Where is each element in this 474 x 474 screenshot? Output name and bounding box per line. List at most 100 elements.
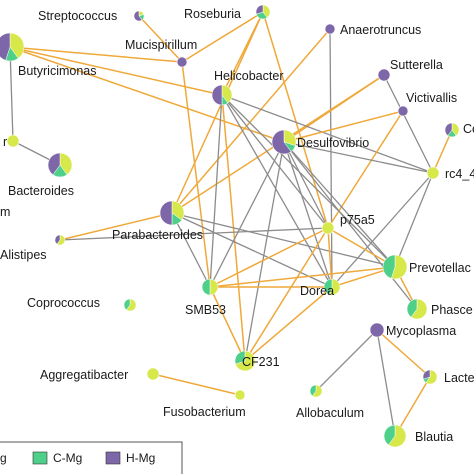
edge-helicobacter-smb53 — [209, 94, 223, 288]
edge-prevotella-smb53 — [209, 266, 396, 288]
pie-slice — [133, 10, 143, 22]
label-layer: Streptococcus Roseburia Anaerotruncus Butyr… — [0, 7, 474, 444]
node-coprococcus — [123, 298, 137, 312]
edge-helicobacter-prevotella — [221, 94, 396, 268]
pie-slice — [426, 166, 440, 180]
pie-slice — [59, 152, 73, 176]
edge-desulfovibrio-prevotella — [283, 141, 396, 268]
node-parabacteroides — [159, 200, 185, 226]
pie-slice — [422, 369, 431, 380]
edge-desulfovibrio-rc4-4 — [283, 141, 434, 174]
node-alistipes — [54, 234, 66, 246]
node-mycoplasma — [369, 322, 385, 338]
edge-desulfovibrio-cf231 — [244, 141, 285, 362]
edge-parabacteroides-dorea — [171, 212, 333, 288]
pie-slice — [271, 129, 292, 155]
pie-slice — [324, 23, 336, 35]
label-parabacteroides: Parabacteroides — [112, 228, 203, 242]
edge-helicobacter-dorea — [221, 94, 333, 288]
node-prevotella — [382, 254, 408, 280]
edge-mycoplasma-lactobacillus — [376, 329, 431, 378]
legend-swatch-h-mg — [105, 451, 121, 465]
pie-slice — [123, 298, 131, 311]
edge-p75a5-dorea — [327, 227, 333, 288]
node-fusobacterium — [234, 389, 246, 401]
edge-p75a5-cf231 — [244, 227, 329, 362]
pie-slice — [54, 234, 61, 245]
node-lactobacillus — [422, 369, 438, 385]
label-dorea: Dorea — [300, 284, 334, 298]
edge-parabacteroides-smb53 — [171, 212, 211, 288]
node-streptococcus — [133, 10, 145, 22]
edge-sutterella-rc4-4 — [383, 74, 434, 174]
edge-streptococcus-mucispirillum — [138, 15, 183, 63]
node-aggregatibacter — [146, 367, 160, 381]
edge-desulfovibrio-dorea — [283, 141, 333, 288]
edge-mycoplasma-allobaculum — [315, 329, 378, 392]
label-aggregatibacter: Aggregatibacter — [40, 368, 128, 382]
edge-helicobacter-p75a5 — [221, 94, 329, 229]
legend-label-c-mg: C-Mg — [53, 451, 82, 465]
pie-slice — [9, 32, 25, 59]
pie-slice — [388, 424, 407, 448]
node-roseburia — [255, 4, 271, 20]
edge-victivallis-p75a5 — [327, 110, 404, 229]
pie-slice — [234, 350, 246, 365]
pie-slice — [444, 122, 453, 137]
pie-slice — [321, 221, 335, 235]
legend: g C-Mg H-Mg — [0, 441, 183, 474]
pie-slice — [56, 234, 66, 246]
edge-roseburia-mucispirillum — [181, 11, 264, 63]
pie-slice — [126, 298, 137, 312]
edge-desulfovibrio-p75a5 — [283, 141, 329, 229]
node-anaerotruncus — [324, 23, 336, 35]
label-m-left: m — [0, 205, 10, 219]
edge-butyricimonas-helicobacter — [9, 46, 223, 96]
edge-parabacteroides-alistipes — [59, 212, 173, 241]
legend-box — [0, 441, 183, 474]
label-blautia: Blautia — [415, 430, 453, 444]
pie-slice — [309, 384, 317, 397]
label-r-left: r — [3, 135, 7, 149]
pie-slice — [146, 367, 160, 381]
label-fusobacterium: Fusobacterium — [163, 405, 246, 419]
pie-slice — [209, 278, 219, 296]
node-sutterella — [377, 68, 391, 82]
node-rc4-4 — [426, 166, 440, 180]
node-butyricimonas — [0, 32, 25, 62]
edge-anaerotruncus-dorea — [329, 28, 333, 288]
pie-slice — [0, 32, 11, 61]
label-p75a5: p75a5 — [340, 213, 375, 227]
edge-rc4-4-dorea — [331, 172, 434, 288]
edge-anaerotruncus-parabacteroides — [171, 28, 331, 214]
pie-slice — [406, 298, 418, 318]
label-helicobacter: Helicobacter — [214, 69, 283, 83]
edge-lactobacillus-blautia — [394, 376, 431, 437]
edge-victivallis-desulfovibrio — [283, 110, 404, 143]
edge-p75a5-prevotella — [327, 227, 396, 268]
edge-butyricimonas-r-left — [9, 46, 14, 142]
pie-slice — [6, 134, 20, 148]
pie-slice — [369, 322, 385, 338]
edge-aggregatibacter-fusobacterium — [152, 373, 241, 396]
label-anaerotruncus: Anaerotruncus — [340, 23, 421, 37]
pie-slice — [323, 278, 333, 295]
label-coprococcus: Coprococcus — [27, 296, 100, 310]
legend-label-low-mg: g — [0, 451, 7, 465]
edge-mucispirillum-smb53 — [181, 61, 211, 288]
edge-butyricimonas-mucispirillum — [9, 46, 183, 63]
node-bacteroides — [47, 152, 73, 178]
edge-alistipes-p75a5 — [59, 227, 329, 241]
pie-slice — [201, 278, 211, 296]
label-alistipes: Alistipes — [0, 248, 47, 262]
edge-dorea-cf231 — [244, 286, 333, 362]
node-phascolarctobacterium — [406, 298, 428, 320]
node-ce — [444, 122, 460, 138]
edge-desulfovibrio-phascolarctobacterium — [283, 141, 418, 310]
pie-slice — [397, 105, 409, 117]
pie-slice — [211, 84, 223, 106]
label-butyricimonas: Butyricimonas — [18, 64, 97, 78]
pie-slice — [176, 56, 188, 68]
label-smb53: SMB53 — [185, 303, 226, 317]
